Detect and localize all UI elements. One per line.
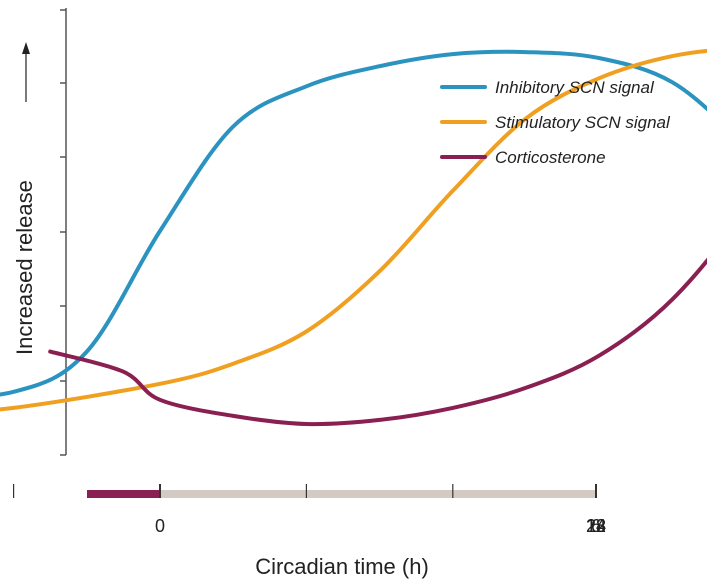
x-axis-title: Circadian time (h) (255, 554, 429, 579)
y-axis-title: Increased release (12, 180, 37, 355)
y-axis-title-group: Increased release (12, 180, 37, 355)
x-tick-label-6: 6 (591, 516, 601, 536)
bar-segment-dark-0 (87, 490, 160, 498)
light-dark-bar (12, 484, 597, 498)
series-line-inhibitory-scn-signal (0, 49, 707, 397)
x-tick-label-24: 24 (586, 516, 606, 536)
series-line-stimulatory-scn-signal (0, 48, 707, 412)
legend-label-stimulatory-scn-signal: Stimulatory SCN signal (495, 113, 671, 132)
x-tick-label-0: 0 (155, 516, 165, 536)
legend-label-corticosterone: Corticosterone (495, 148, 606, 167)
y-axis-arrow-icon (22, 42, 30, 102)
series-line-corticosterone (48, 257, 707, 427)
bar-segment-light-1 (160, 490, 597, 498)
x-tick-label-12: 12 (586, 516, 606, 536)
y-axis-ticks (60, 9, 66, 456)
legend: Inhibitory SCN signal Stimulatory SCN sig… (440, 78, 671, 167)
x-tick-label-18: 18 (586, 516, 606, 536)
legend-label-inhibitory-scn-signal: Inhibitory SCN signal (495, 78, 655, 97)
series-lines (0, 48, 707, 427)
